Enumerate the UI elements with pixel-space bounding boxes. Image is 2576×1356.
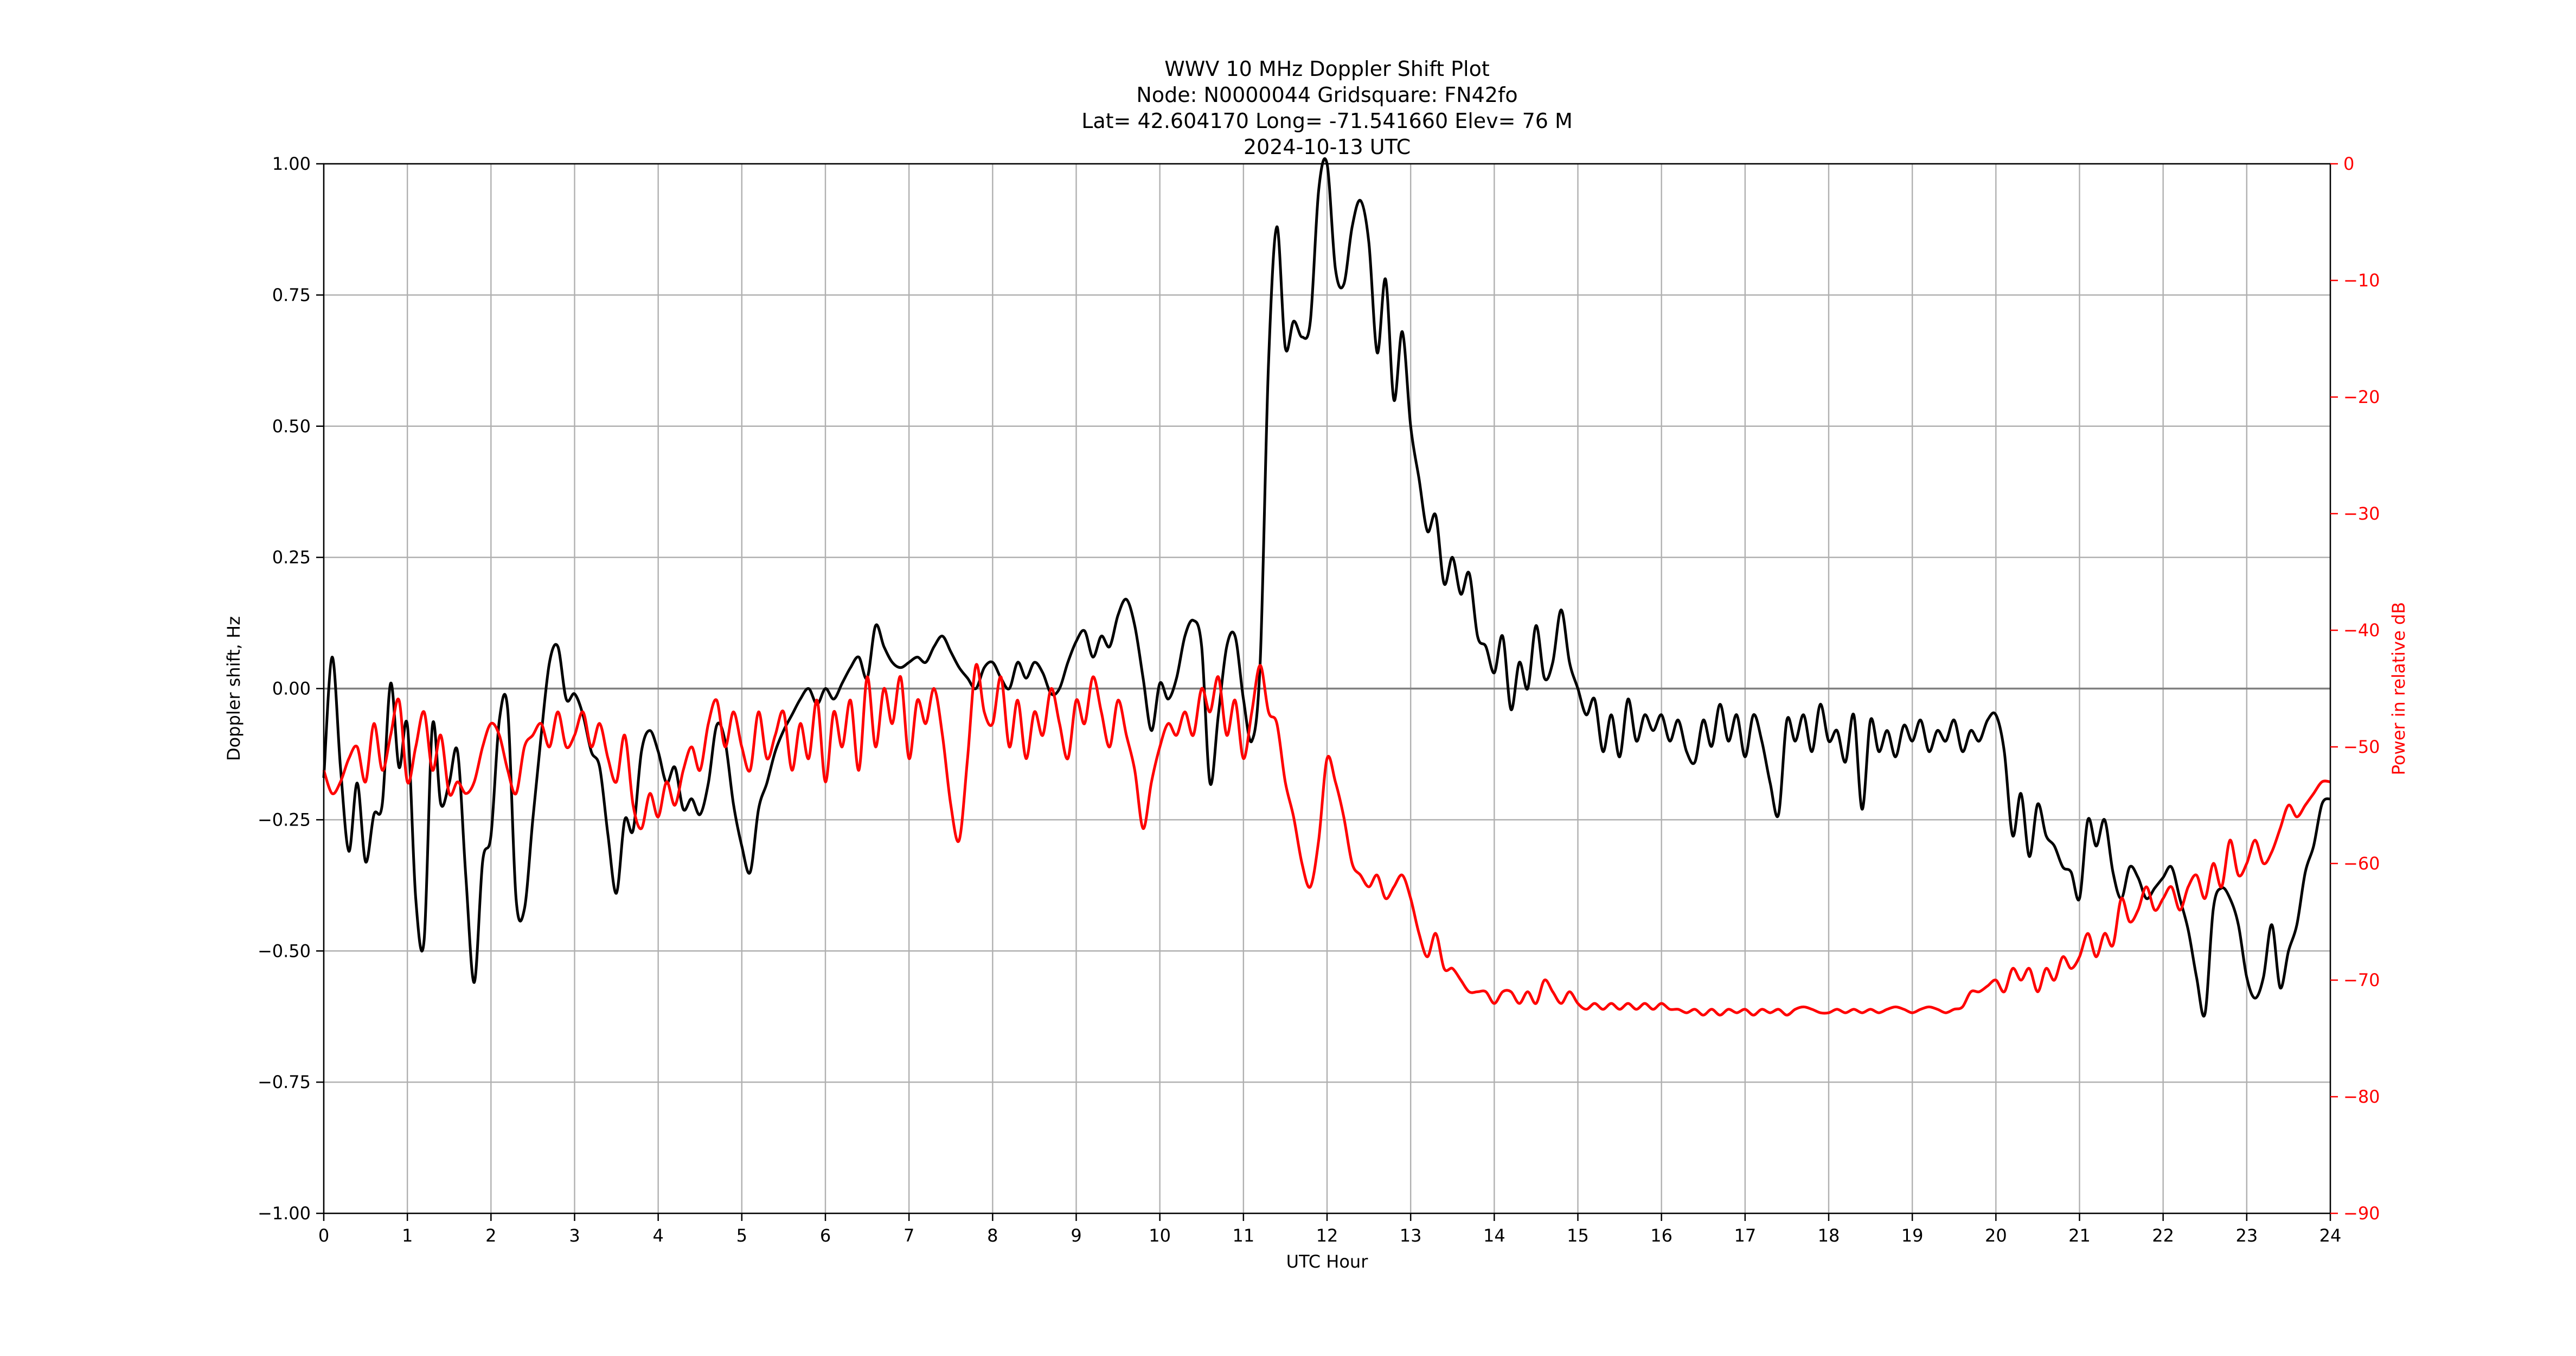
y-left-tick-label: −0.25 bbox=[258, 809, 311, 830]
series-power bbox=[322, 663, 2331, 1016]
x-tick-label: 10 bbox=[1149, 1225, 1171, 1246]
y-right-tick-label: −60 bbox=[2343, 853, 2380, 874]
y-left-tick-label: 1.00 bbox=[272, 153, 311, 174]
y-left-tick-label: 0.00 bbox=[272, 679, 311, 699]
x-tick-label: 0 bbox=[318, 1225, 329, 1246]
title-line-2: Node: N0000044 Gridsquare: FN42fo bbox=[1136, 83, 1517, 107]
y-axis-right-label: Power in relative dB bbox=[2388, 602, 2409, 775]
y-right-tick-label: −70 bbox=[2343, 970, 2380, 990]
x-tick-label: 11 bbox=[1232, 1225, 1254, 1246]
title-line-1: WWV 10 MHz Doppler Shift Plot bbox=[1164, 57, 1490, 81]
x-tick-label: 19 bbox=[1901, 1225, 1924, 1246]
power-line bbox=[322, 663, 2331, 1016]
title-line-3: Lat= 42.604170 Long= -71.541660 Elev= 76… bbox=[1081, 109, 1573, 133]
y-axis-right-ticks: −90 −80 −70 −60 −50 −40 −30 −20 −10 0 bbox=[2330, 153, 2380, 1224]
x-tick-label: 5 bbox=[736, 1225, 747, 1246]
y-left-tick-label: −0.50 bbox=[258, 941, 311, 961]
x-tick-label: 17 bbox=[1734, 1225, 1756, 1246]
y-left-tick-label: 0.25 bbox=[272, 547, 311, 568]
x-tick-label: 12 bbox=[1316, 1225, 1338, 1246]
x-tick-label: 15 bbox=[1567, 1225, 1589, 1246]
x-tick-label: 4 bbox=[652, 1225, 663, 1246]
y-axis-left-ticks: −1.00 −0.75 −0.50 −0.25 0.00 0.25 0.50 0.75 1.00 bbox=[258, 153, 324, 1224]
x-tick-label: 7 bbox=[903, 1225, 914, 1246]
x-tick-label: 8 bbox=[987, 1225, 998, 1246]
x-tick-label: 24 bbox=[2319, 1225, 2342, 1246]
y-left-tick-label: −0.75 bbox=[258, 1072, 311, 1092]
x-tick-label: 6 bbox=[820, 1225, 831, 1246]
y-right-tick-label: −90 bbox=[2343, 1203, 2380, 1224]
x-tick-label: 20 bbox=[1985, 1225, 2007, 1246]
x-tick-label: 23 bbox=[2235, 1225, 2258, 1246]
x-tick-label: 1 bbox=[402, 1225, 413, 1246]
x-tick-label: 18 bbox=[1818, 1225, 1840, 1246]
x-axis-label: UTC Hour bbox=[1286, 1251, 1369, 1272]
y-left-tick-label: 0.50 bbox=[272, 416, 311, 437]
y-left-tick-label: 0.75 bbox=[272, 285, 311, 305]
y-right-tick-label: −50 bbox=[2343, 737, 2380, 757]
x-tick-label: 3 bbox=[569, 1225, 580, 1246]
y-right-tick-label: 0 bbox=[2343, 153, 2354, 174]
chart-title: WWV 10 MHz Doppler Shift Plot Node: N000… bbox=[1081, 57, 1573, 159]
x-axis-ticks: 0 1 2 3 4 5 6 7 8 9 10 11 12 13 14 15 16 17 18 19 20 21 22 23 24 bbox=[318, 1213, 2342, 1246]
title-line-4: 2024-10-13 UTC bbox=[1244, 135, 1411, 159]
y-right-tick-label: −80 bbox=[2343, 1086, 2380, 1107]
x-tick-label: 2 bbox=[485, 1225, 496, 1246]
y-right-tick-label: −40 bbox=[2343, 620, 2380, 641]
y-left-tick-label: −1.00 bbox=[258, 1203, 311, 1224]
x-tick-label: 16 bbox=[1650, 1225, 1673, 1246]
y-axis-left-label: Doppler shift, Hz bbox=[223, 616, 244, 761]
x-tick-label: 13 bbox=[1400, 1225, 1422, 1246]
x-tick-label: 21 bbox=[2068, 1225, 2091, 1246]
y-right-tick-label: −30 bbox=[2343, 503, 2380, 524]
y-right-tick-label: −20 bbox=[2343, 387, 2380, 407]
x-tick-label: 9 bbox=[1071, 1225, 1081, 1246]
x-tick-label: 22 bbox=[2152, 1225, 2174, 1246]
x-tick-label: 14 bbox=[1483, 1225, 1505, 1246]
y-right-tick-label: −10 bbox=[2343, 270, 2380, 291]
